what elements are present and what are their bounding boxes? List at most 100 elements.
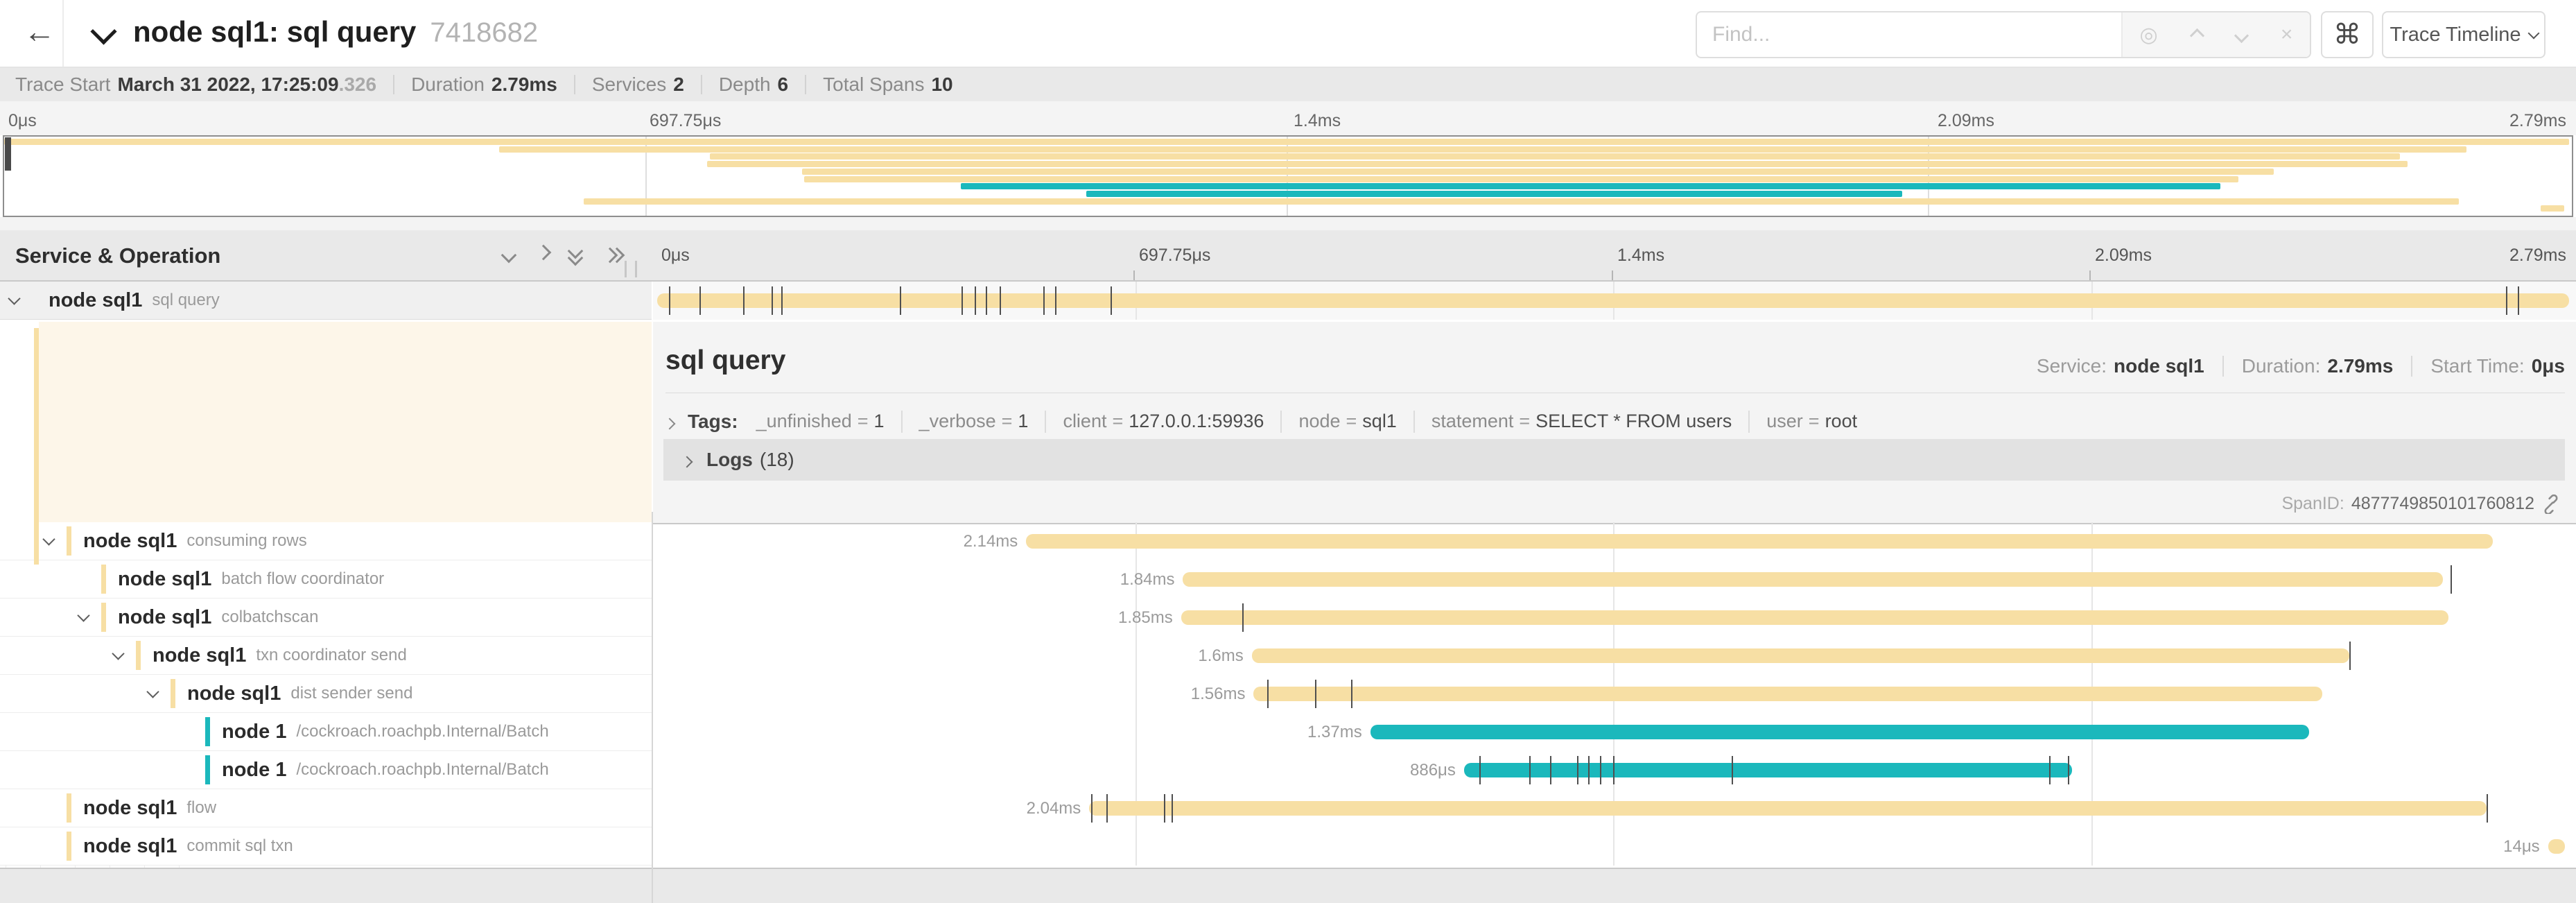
span-timeline-cell[interactable]: 2.14ms — [653, 522, 2576, 560]
span-row[interactable]: node 1/cockroach.roachpb.Internal/Batch 8… — [0, 751, 2576, 789]
span-duration-bar[interactable] — [657, 293, 2569, 308]
log-marker-tick — [699, 286, 701, 315]
span-duration-bar[interactable] — [1089, 801, 2487, 816]
trace-minimap[interactable] — [3, 135, 2573, 217]
row-chevron-down-icon[interactable] — [75, 608, 92, 622]
span-row[interactable]: node sql1 dist sender send 1.56ms — [0, 675, 2576, 713]
span-timeline-cell[interactable] — [653, 282, 2576, 320]
span-row[interactable]: node sql1 colbatchscan 1.85ms — [0, 599, 2576, 637]
log-marker-tick — [1549, 756, 1551, 784]
row-chevron-down-icon[interactable] — [6, 291, 22, 305]
span-name-cell[interactable]: node 1/cockroach.roachpb.Internal/Batch — [0, 713, 652, 751]
log-marker-tick — [668, 286, 670, 315]
expand-one-icon[interactable] — [535, 244, 552, 261]
span-duration-bar[interactable] — [1026, 534, 2493, 549]
row-chevron-down-icon[interactable] — [110, 646, 126, 660]
match-target-icon[interactable]: ◎ — [2139, 23, 2158, 46]
tags-accordion[interactable]: Tags: _unfinished = 1 _verbose = 1 client = 127.… — [663, 405, 1858, 438]
span-row[interactable]: node sql1 txn coordinator send 1.6ms — [0, 637, 2576, 675]
log-marker-tick — [2349, 642, 2351, 670]
span-operation-name: /cockroach.roachpb.Internal/Batch — [296, 722, 549, 741]
service-operation-header: Service & Operation — [15, 243, 221, 268]
span-timeline-cell[interactable]: 1.85ms — [653, 599, 2576, 637]
trace-collapse-chevron-icon[interactable] — [90, 18, 117, 45]
find-input[interactable] — [1697, 12, 2121, 57]
logs-accordion[interactable]: Logs (18) — [663, 439, 2565, 481]
log-marker-tick — [2487, 794, 2489, 823]
services-label: Services — [591, 74, 667, 95]
span-row[interactable]: node sql1 batch flow coordinator 1.84ms — [0, 560, 2576, 599]
span-duration-label: 14μs — [2503, 837, 2540, 856]
span-row[interactable]: node sql1 consuming rows 2.14ms — [0, 522, 2576, 560]
tag-key: node — [1298, 410, 1341, 431]
span-timeline-cell[interactable]: 1.6ms — [653, 637, 2576, 675]
span-name-cell[interactable]: node 1/cockroach.roachpb.Internal/Batch — [0, 751, 652, 789]
span-timeline-cell[interactable]: 2.04ms — [653, 789, 2576, 827]
tag-value: root — [1825, 410, 1858, 431]
span-duration-label: 1.84ms — [1120, 570, 1175, 589]
tag-value: sql1 — [1362, 410, 1397, 431]
span-duration-bar[interactable] — [1183, 572, 2443, 587]
row-chevron-down-icon[interactable] — [144, 685, 161, 698]
prev-match-icon[interactable] — [2189, 23, 2204, 46]
span-row[interactable]: node sql1 commit sql txn 14μs — [0, 827, 2576, 866]
span-duration-label: 1.6ms — [1198, 646, 1244, 665]
span-row[interactable]: node 1/cockroach.roachpb.Internal/Batch 1… — [0, 713, 2576, 751]
collapse-one-icon[interactable] — [501, 247, 517, 264]
expand-all-icon[interactable] — [602, 247, 625, 268]
span-duration-bar[interactable] — [1253, 687, 2323, 701]
back-arrow-icon[interactable]: ← — [24, 13, 55, 49]
log-marker-tick — [1267, 680, 1269, 708]
span-name-cell[interactable]: node sql1 consuming rows — [0, 522, 652, 560]
span-timeline-cell[interactable]: 14μs — [653, 827, 2576, 866]
span-duration-bar[interactable] — [1251, 648, 2349, 663]
span-timeline-cell[interactable]: 886μs — [653, 751, 2576, 789]
span-duration-bar[interactable] — [1370, 725, 2309, 739]
span-row[interactable]: node sql1 sql query — [0, 282, 2576, 320]
log-marker-tick — [900, 286, 902, 315]
span-row[interactable]: node sql1 flow 2.04ms — [0, 789, 2576, 827]
collapse-all-icon[interactable] — [567, 243, 584, 267]
span-name-cell[interactable]: node sql1 batch flow coordinator — [0, 560, 652, 599]
span-name-cell[interactable]: node sql1 flow — [0, 789, 652, 827]
copy-link-icon[interactable] — [2541, 494, 2561, 514]
column-resizer[interactable] — [625, 261, 637, 277]
span-name-cell[interactable]: node sql1 sql query — [0, 282, 652, 320]
minimap-span — [961, 183, 2220, 190]
minimap-ruler-label: 1.4ms — [1294, 111, 1341, 130]
span-name-cell[interactable]: node sql1 dist sender send — [0, 675, 652, 713]
column-divider[interactable] — [652, 512, 653, 903]
log-marker-tick — [2451, 565, 2452, 594]
span-operation-name: sql query — [152, 291, 220, 309]
span-timeline-cell[interactable]: 1.56ms — [653, 675, 2576, 713]
span-duration-bar[interactable] — [2548, 839, 2566, 854]
find-controls: ◎ × — [2121, 12, 2310, 57]
span-duration-label: 1.85ms — [1117, 608, 1173, 627]
span-service-name: node 1 — [222, 758, 287, 781]
row-chevron-down-icon[interactable] — [40, 532, 57, 546]
span-service-name: node sql1 — [83, 796, 177, 819]
trace-view-selector[interactable]: Trace Timeline — [2382, 11, 2545, 58]
log-marker-tick — [1043, 286, 1045, 315]
span-name-cell[interactable]: node sql1 colbatchscan — [0, 599, 652, 637]
span-duration-bar[interactable] — [1463, 763, 2072, 777]
keyboard-shortcuts-button[interactable]: ⌘ — [2321, 11, 2374, 58]
span-duration-bar[interactable] — [1181, 610, 2449, 625]
minimap-scrubber-handle[interactable] — [5, 137, 11, 171]
span-name-cell[interactable]: node sql1 commit sql txn — [0, 827, 652, 866]
bottom-strip — [0, 868, 2576, 903]
start-time-label: Start Time: — [2430, 355, 2525, 377]
clear-find-icon[interactable]: × — [2280, 23, 2293, 46]
start-time-value: 0μs — [2531, 355, 2565, 377]
log-marker-tick — [1351, 680, 1353, 708]
next-match-icon[interactable] — [2234, 23, 2249, 46]
trace-stats-bar: Trace Start March 31 2022, 17:25:09.326 … — [0, 68, 2576, 101]
minimap-span — [584, 198, 2459, 205]
span-name-cell[interactable]: node sql1 txn coordinator send — [0, 637, 652, 675]
find-group: ◎ × — [1696, 11, 2311, 58]
span-timeline-cell[interactable]: 1.84ms — [653, 560, 2576, 599]
span-service-name: node 1 — [222, 720, 287, 743]
duration-value: 2.79ms — [491, 74, 557, 95]
chevron-down-icon — [2527, 27, 2540, 40]
span-timeline-cell[interactable]: 1.37ms — [653, 713, 2576, 751]
